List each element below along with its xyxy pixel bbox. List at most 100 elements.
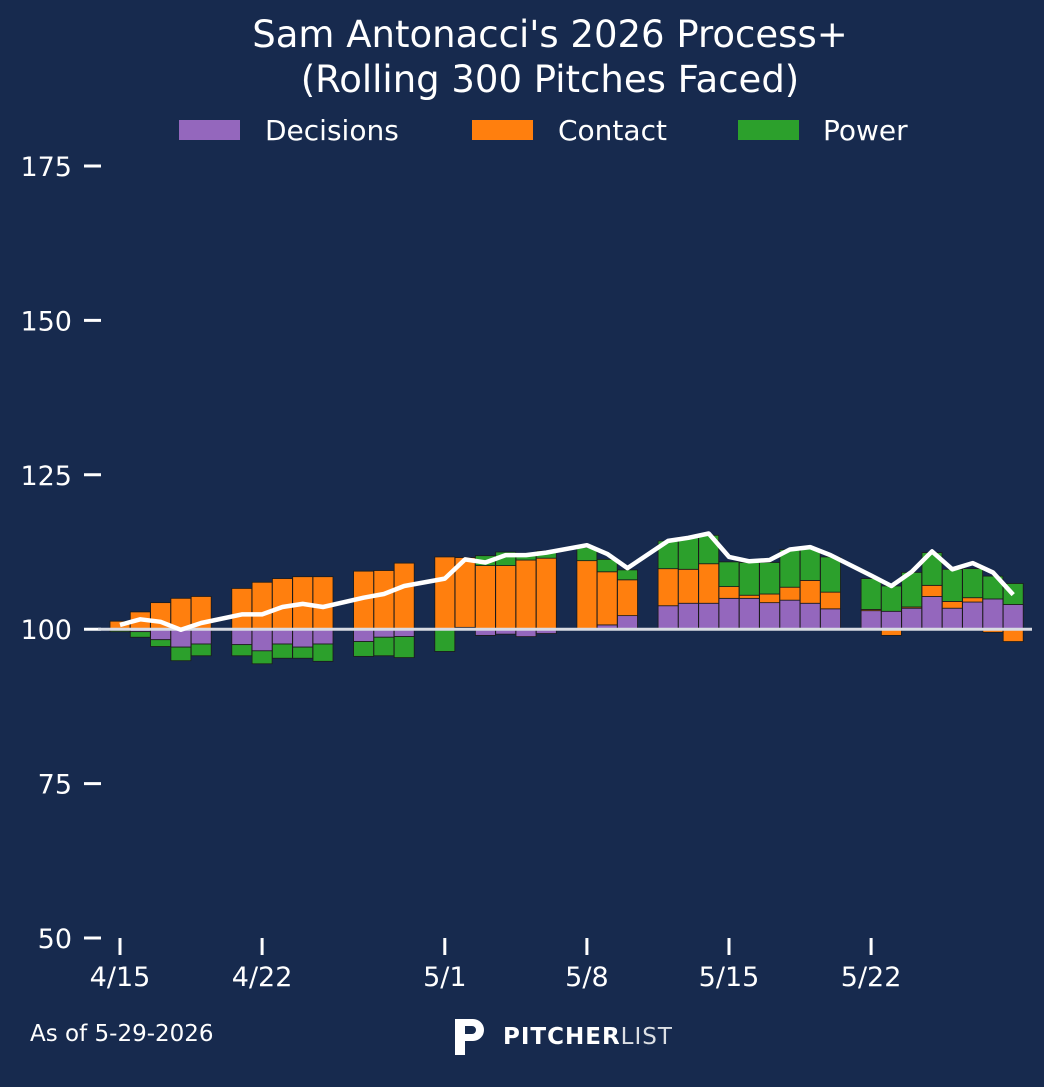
bar-segment-decisions: [759, 602, 780, 630]
y-tick-label: 150: [20, 306, 72, 337]
bar-segment-contact: [373, 570, 395, 630]
bar-segment-power: [738, 562, 760, 596]
bar-segment-contact: [738, 594, 760, 599]
pitcherlist-p-icon: [455, 1019, 484, 1055]
bar-segment-decisions: [657, 605, 679, 630]
bar-segment-contact: [596, 571, 618, 626]
bar-segment-contact: [718, 586, 740, 599]
bar-segment-contact: [515, 559, 537, 630]
as-of-date: As of 5-29-2026: [30, 1021, 214, 1047]
bar-segment-power: [190, 643, 212, 657]
x-tick-label: 4/15: [90, 962, 151, 993]
bar-segment-contact: [535, 557, 557, 630]
bar-segment-decisions: [799, 602, 821, 630]
chart-legend: Decisions Contact Power: [179, 114, 908, 147]
chart-title-line-1: Sam Antonacci's 2026 Process+: [252, 13, 847, 56]
pitcherlist-logo: PITCHERLIST: [451, 1015, 673, 1059]
bar-segment-power: [881, 585, 902, 612]
bar-segment-power: [373, 636, 395, 657]
bar-segment-contact: [170, 597, 192, 630]
bar-segment-decisions: [738, 597, 760, 630]
bar-segment-power: [393, 636, 415, 659]
bar-segment-contact: [779, 586, 801, 601]
x-axis: 4/15 4/22 5/1 5/8 5/15 5/22: [90, 938, 901, 993]
bar-segment-contact: [759, 593, 780, 604]
y-tick-label: 100: [20, 615, 72, 646]
bar-segment-contact: [941, 601, 963, 609]
bar-segment-power: [759, 562, 780, 595]
bar-segment-decisions: [353, 628, 375, 642]
bar-segment-decisions: [698, 602, 720, 630]
rolling-process-line: [119, 531, 1015, 633]
bar-segment-contact: [474, 565, 496, 630]
bar-segment-power: [617, 569, 638, 581]
y-tick-label: 50: [38, 924, 72, 955]
x-tick-label: 5/15: [699, 962, 760, 993]
bar-segment-contact: [393, 562, 415, 630]
bar-segment-power: [860, 578, 882, 610]
bar-segment-contact: [698, 563, 720, 604]
x-tick-label: 4/22: [232, 962, 293, 993]
stacked-bars: [109, 534, 1024, 665]
bar-segment-decisions: [718, 597, 740, 630]
bar-segment-power: [576, 547, 598, 562]
bar-segment-power: [678, 536, 699, 570]
bar-segment-contact: [312, 576, 334, 630]
bar-segment-power: [962, 568, 983, 599]
x-tick-label: 5/8: [565, 962, 608, 993]
y-tick-label: 75: [38, 770, 72, 801]
x-tick-label: 5/1: [423, 962, 466, 993]
bar-segment-decisions: [1002, 604, 1024, 630]
bar-segment-power: [271, 643, 293, 659]
bar-segment-contact: [962, 597, 983, 603]
bar-segment-power: [231, 644, 253, 657]
legend-swatch-power: [738, 120, 799, 140]
bar-segment-contact: [921, 584, 943, 597]
chart-title-line-2: (Rolling 300 Pitches Faced): [301, 58, 800, 101]
bar-segment-power: [718, 561, 740, 587]
bar-segment-decisions: [292, 628, 314, 648]
bar-segment-power: [150, 639, 172, 647]
bar-segment-contact: [251, 581, 273, 630]
bar-segment-decisions: [150, 628, 172, 641]
bar-segment-contact: [820, 591, 841, 610]
bar-segment-decisions: [860, 610, 882, 630]
bar-segment-decisions: [921, 596, 943, 630]
bar-segment-decisions: [251, 628, 273, 652]
bar-segment-decisions: [678, 602, 699, 630]
bar-segment-power: [129, 631, 151, 638]
bar-segment-contact: [799, 580, 821, 604]
bar-segment-power: [820, 556, 841, 593]
legend-swatch-contact: [472, 120, 533, 140]
bar-segment-contact: [434, 556, 456, 630]
bar-segment-decisions: [820, 608, 841, 630]
bar-segment-contact: [657, 568, 679, 607]
bar-segment-power: [292, 646, 314, 659]
bar-segment-decisions: [881, 610, 902, 630]
bar-segment-decisions: [962, 601, 983, 630]
bar-segment-contact: [617, 579, 638, 617]
bar-segment-power: [941, 568, 963, 602]
pitcherlist-wordmark: PITCHERLIST: [503, 1024, 673, 1050]
bar-segment-decisions: [779, 599, 801, 630]
y-tick-label: 125: [20, 461, 72, 492]
legend-label-contact: Contact: [558, 114, 667, 147]
legend-swatch-decisions: [179, 120, 240, 140]
bar-segment-decisions: [312, 628, 334, 645]
bar-segment-power: [312, 643, 334, 662]
bar-segment-decisions: [271, 628, 293, 645]
bar-segment-power: [251, 650, 273, 665]
bar-segment-power: [799, 548, 821, 581]
legend-label-power: Power: [823, 114, 908, 147]
brand-light-text: LIST: [620, 1024, 673, 1050]
y-tick-label: 175: [20, 152, 72, 183]
brand-bold-text: PITCHER: [503, 1024, 621, 1050]
bar-segment-decisions: [231, 628, 253, 646]
bar-segment-contact: [678, 568, 699, 604]
bar-segment-power: [596, 559, 618, 573]
bar-segment-decisions: [190, 628, 212, 645]
bar-segment-decisions: [901, 607, 923, 630]
legend-label-decisions: Decisions: [265, 114, 399, 147]
bar-segment-contact: [576, 560, 598, 630]
